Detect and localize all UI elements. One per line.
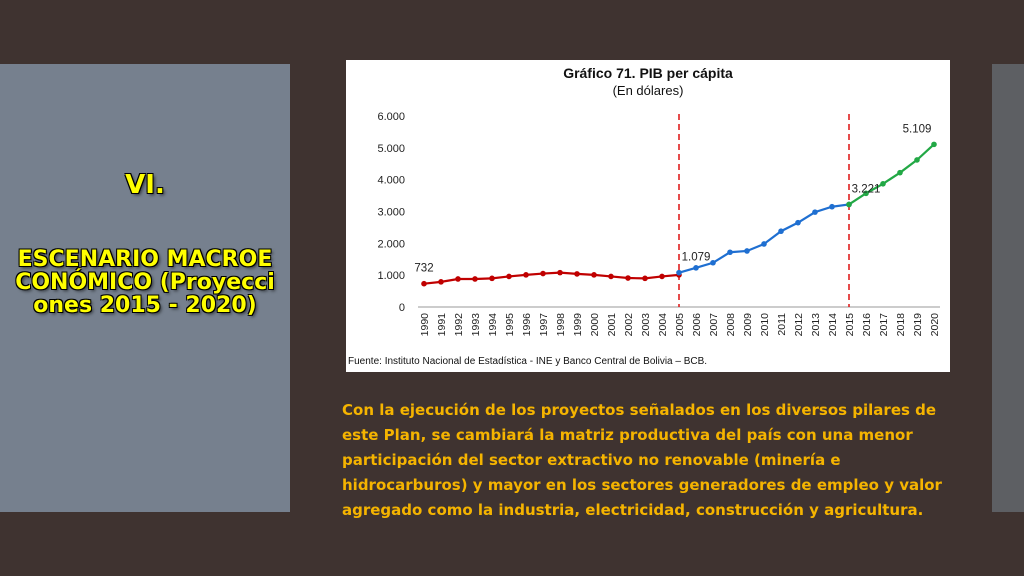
x-tick-label: 1998 [555, 313, 567, 337]
chart-source: Fuente: Instituto Nacional de Estadístic… [348, 356, 708, 367]
x-tick-label: 2018 [895, 313, 907, 337]
x-tick-label: 2016 [861, 313, 873, 337]
x-tick-label: 2019 [912, 313, 924, 337]
data-point [574, 271, 580, 277]
x-tick-label: 1996 [521, 313, 533, 337]
x-tick-label: 2015 [844, 313, 856, 337]
chart-image: Gráfico 71. PIB per cápita (En dólares) … [346, 60, 950, 372]
data-point [897, 169, 903, 176]
data-point [506, 273, 512, 280]
data-point [761, 241, 767, 247]
x-tick-label: 1993 [470, 313, 482, 337]
data-point [727, 249, 733, 256]
y-tick-label: 2.000 [377, 238, 405, 250]
title-panel [0, 64, 290, 512]
x-tick-label: 2009 [742, 313, 754, 337]
data-point [880, 181, 886, 187]
chart-title: Gráfico 71. PIB per cápita [563, 65, 733, 81]
x-tick-label: 2013 [810, 313, 822, 337]
slide-title-number: VI. [125, 170, 165, 200]
x-tick-label: 2014 [827, 313, 839, 337]
data-point [795, 219, 801, 226]
x-tick-label: 2004 [657, 313, 669, 337]
x-tick-label: 2005 [674, 313, 686, 337]
data-point [914, 157, 920, 163]
data-label: 732 [414, 263, 433, 275]
series-line-1 [423, 271, 680, 285]
x-tick-label: 1990 [419, 313, 431, 337]
x-tick-label: 1991 [436, 313, 448, 337]
y-tick-label: 6.000 [377, 111, 405, 123]
y-tick-label: 5.000 [377, 143, 405, 155]
data-point [455, 276, 461, 282]
data-point [846, 201, 852, 208]
x-tick-label: 2020 [929, 313, 941, 337]
data-point [693, 265, 699, 271]
data-point [523, 272, 529, 278]
x-tick-label: 1995 [504, 313, 516, 337]
x-tick-label: 2011 [776, 313, 788, 336]
x-tick-label: 2007 [708, 313, 720, 337]
chart-subtitle: (En dólares) [612, 83, 684, 98]
data-point [863, 190, 869, 197]
data-point [472, 276, 478, 282]
data-point [489, 275, 495, 282]
y-tick-label: 4.000 [377, 175, 405, 187]
x-tick-label: 2006 [691, 313, 703, 337]
slide-title-text: ESCENARIO MACROECONÓMICO (Proyecciones 2… [15, 247, 275, 318]
data-point [812, 209, 818, 215]
chart-plot: 0 1.000 2.000 3.000 4.000 5.000 6.000 1990 1991 1… [377, 111, 941, 337]
data-point [625, 275, 631, 281]
data-label: 3.221 [852, 183, 881, 195]
data-point [557, 269, 563, 276]
data-point [642, 275, 648, 282]
x-tick-label: 2002 [623, 313, 635, 337]
x-tick-label: 2017 [878, 313, 890, 337]
data-point [540, 270, 546, 277]
series-line-3 [848, 143, 935, 206]
data-point [744, 248, 750, 254]
data-point [710, 259, 716, 266]
data-point [591, 272, 597, 278]
data-point [829, 203, 835, 210]
x-tick-label: 1992 [453, 313, 465, 337]
data-point [676, 269, 682, 276]
data-point [608, 273, 614, 280]
body-paragraph: Con la ejecución de los proyectos señala… [342, 401, 942, 519]
x-tick-label: 2008 [725, 313, 737, 337]
x-tick-label: 1999 [572, 313, 584, 337]
x-tick-label: 2003 [640, 313, 652, 337]
data-label: 5.109 [903, 123, 932, 135]
x-tick-label: 2012 [793, 313, 805, 337]
y-tick-label: 1.000 [377, 270, 405, 282]
data-point [421, 280, 427, 287]
data-point [778, 228, 784, 235]
x-tick-label: 2000 [589, 313, 601, 337]
x-tick-label: 2010 [759, 313, 771, 337]
y-tick-label: 3.000 [377, 207, 405, 219]
slide-title: VI. ESCENARIO MACROECONÓMICO (Proyeccion… [10, 170, 280, 317]
x-tick-label: 1994 [487, 313, 499, 337]
data-point [931, 141, 937, 148]
decorative-edge-panel [992, 64, 1024, 512]
y-tick-label: 0 [399, 302, 405, 314]
data-point [659, 273, 665, 280]
data-point [438, 279, 444, 285]
data-label: 1.079 [682, 252, 711, 264]
x-tick-label: 1997 [538, 313, 550, 337]
x-tick-label: 2001 [606, 313, 618, 337]
